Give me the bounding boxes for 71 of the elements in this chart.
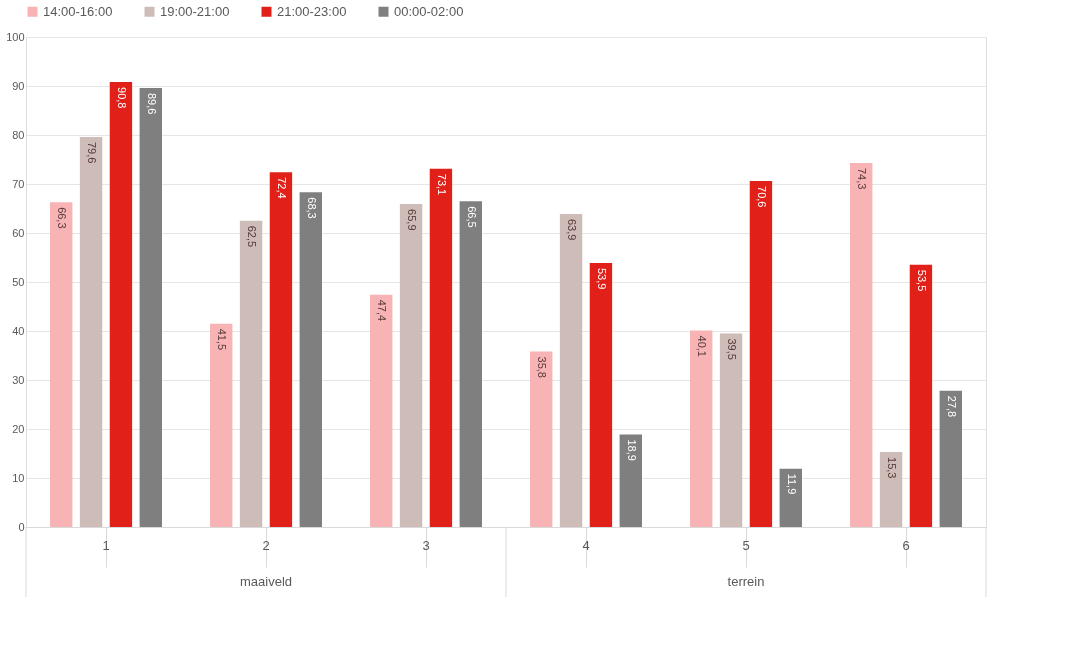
bar	[779, 468, 802, 527]
bar	[939, 390, 962, 527]
data-label: 53,5	[915, 269, 928, 292]
bar	[850, 162, 873, 527]
y-tick-label: 0	[18, 520, 25, 533]
bar	[589, 262, 613, 527]
x-tick-label: 2	[262, 537, 270, 553]
legend-label: 19:00-21:00	[160, 3, 230, 19]
data-label: 41,5	[216, 328, 229, 351]
data-label: 39,5	[726, 338, 739, 360]
y-tick-label: 70	[12, 177, 25, 190]
bar	[79, 136, 103, 527]
y-tick-label: 100	[6, 30, 25, 43]
bar	[269, 172, 293, 527]
data-label: 79,6	[86, 141, 99, 164]
data-label: 40,1	[696, 335, 709, 357]
data-label: 62,5	[246, 225, 259, 248]
data-label: 74,3	[856, 167, 869, 190]
bar	[299, 192, 322, 527]
bar	[879, 452, 903, 527]
data-label: 66,3	[56, 207, 69, 229]
y-tick-label: 40	[12, 324, 25, 337]
data-label: 90,8	[115, 87, 128, 109]
bar	[429, 168, 453, 527]
bar	[559, 213, 583, 527]
legend-label: 21:00-23:00	[277, 3, 347, 19]
data-label: 63,9	[566, 218, 579, 241]
bar	[530, 351, 553, 527]
bar	[139, 87, 162, 527]
x-tick-label: 5	[742, 537, 750, 553]
data-label: 73,1	[435, 173, 448, 196]
data-label: 35,8	[536, 356, 549, 378]
bar	[690, 330, 713, 527]
y-tick-label: 30	[12, 373, 25, 386]
legend-label: 14:00-16:00	[43, 3, 113, 19]
data-label: 47,4	[376, 299, 389, 322]
data-label: 11,9	[785, 473, 798, 495]
y-tick-label: 10	[12, 471, 25, 484]
bar	[909, 264, 933, 527]
text: maaiveld	[239, 574, 293, 589]
y-tick-label: 80	[12, 128, 25, 141]
bar	[749, 181, 773, 527]
bar	[50, 202, 73, 527]
data-label: 65,9	[406, 209, 419, 231]
x-tick-label: 6	[902, 537, 910, 553]
bar	[239, 220, 263, 527]
data-label: 89,6	[145, 92, 158, 115]
legend-label: 00:00-02:00	[394, 3, 464, 19]
data-label: 18,9	[625, 439, 638, 461]
data-label: 72,4	[275, 177, 288, 199]
y-tick-label: 90	[12, 79, 25, 92]
data-label: 68,3	[305, 197, 318, 219]
x-tick-label: 3	[422, 537, 430, 553]
text: terrein	[727, 574, 765, 589]
bar	[619, 434, 642, 527]
x-tick-label: 4	[582, 537, 590, 553]
y-tick-label: 20	[12, 422, 25, 435]
data-label: 66,5	[465, 206, 478, 228]
y-tick-label: 60	[12, 226, 25, 239]
bar	[109, 82, 133, 527]
data-label: 53,9	[595, 267, 608, 290]
bar	[719, 333, 743, 527]
bar	[399, 204, 423, 527]
y-tick-label: 50	[12, 275, 25, 288]
x-tick-label: 1	[102, 537, 110, 553]
bar	[210, 323, 233, 527]
data-label: 70,6	[755, 186, 768, 208]
data-label: 27,8	[945, 395, 958, 418]
bar	[370, 294, 393, 527]
bar	[459, 201, 482, 527]
data-label: 15,3	[886, 457, 899, 479]
